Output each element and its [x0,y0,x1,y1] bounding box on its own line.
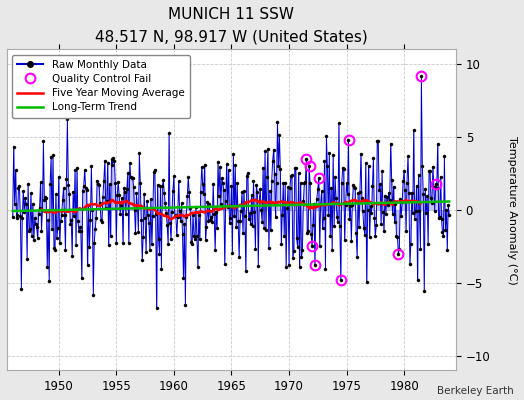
Legend: Raw Monthly Data, Quality Control Fail, Five Year Moving Average, Long-Term Tren: Raw Monthly Data, Quality Control Fail, … [12,55,190,118]
Text: Berkeley Earth: Berkeley Earth [437,386,514,396]
Title: MUNICH 11 SSW
48.517 N, 98.917 W (United States): MUNICH 11 SSW 48.517 N, 98.917 W (United… [95,7,368,44]
Y-axis label: Temperature Anomaly (°C): Temperature Anomaly (°C) [507,136,517,284]
